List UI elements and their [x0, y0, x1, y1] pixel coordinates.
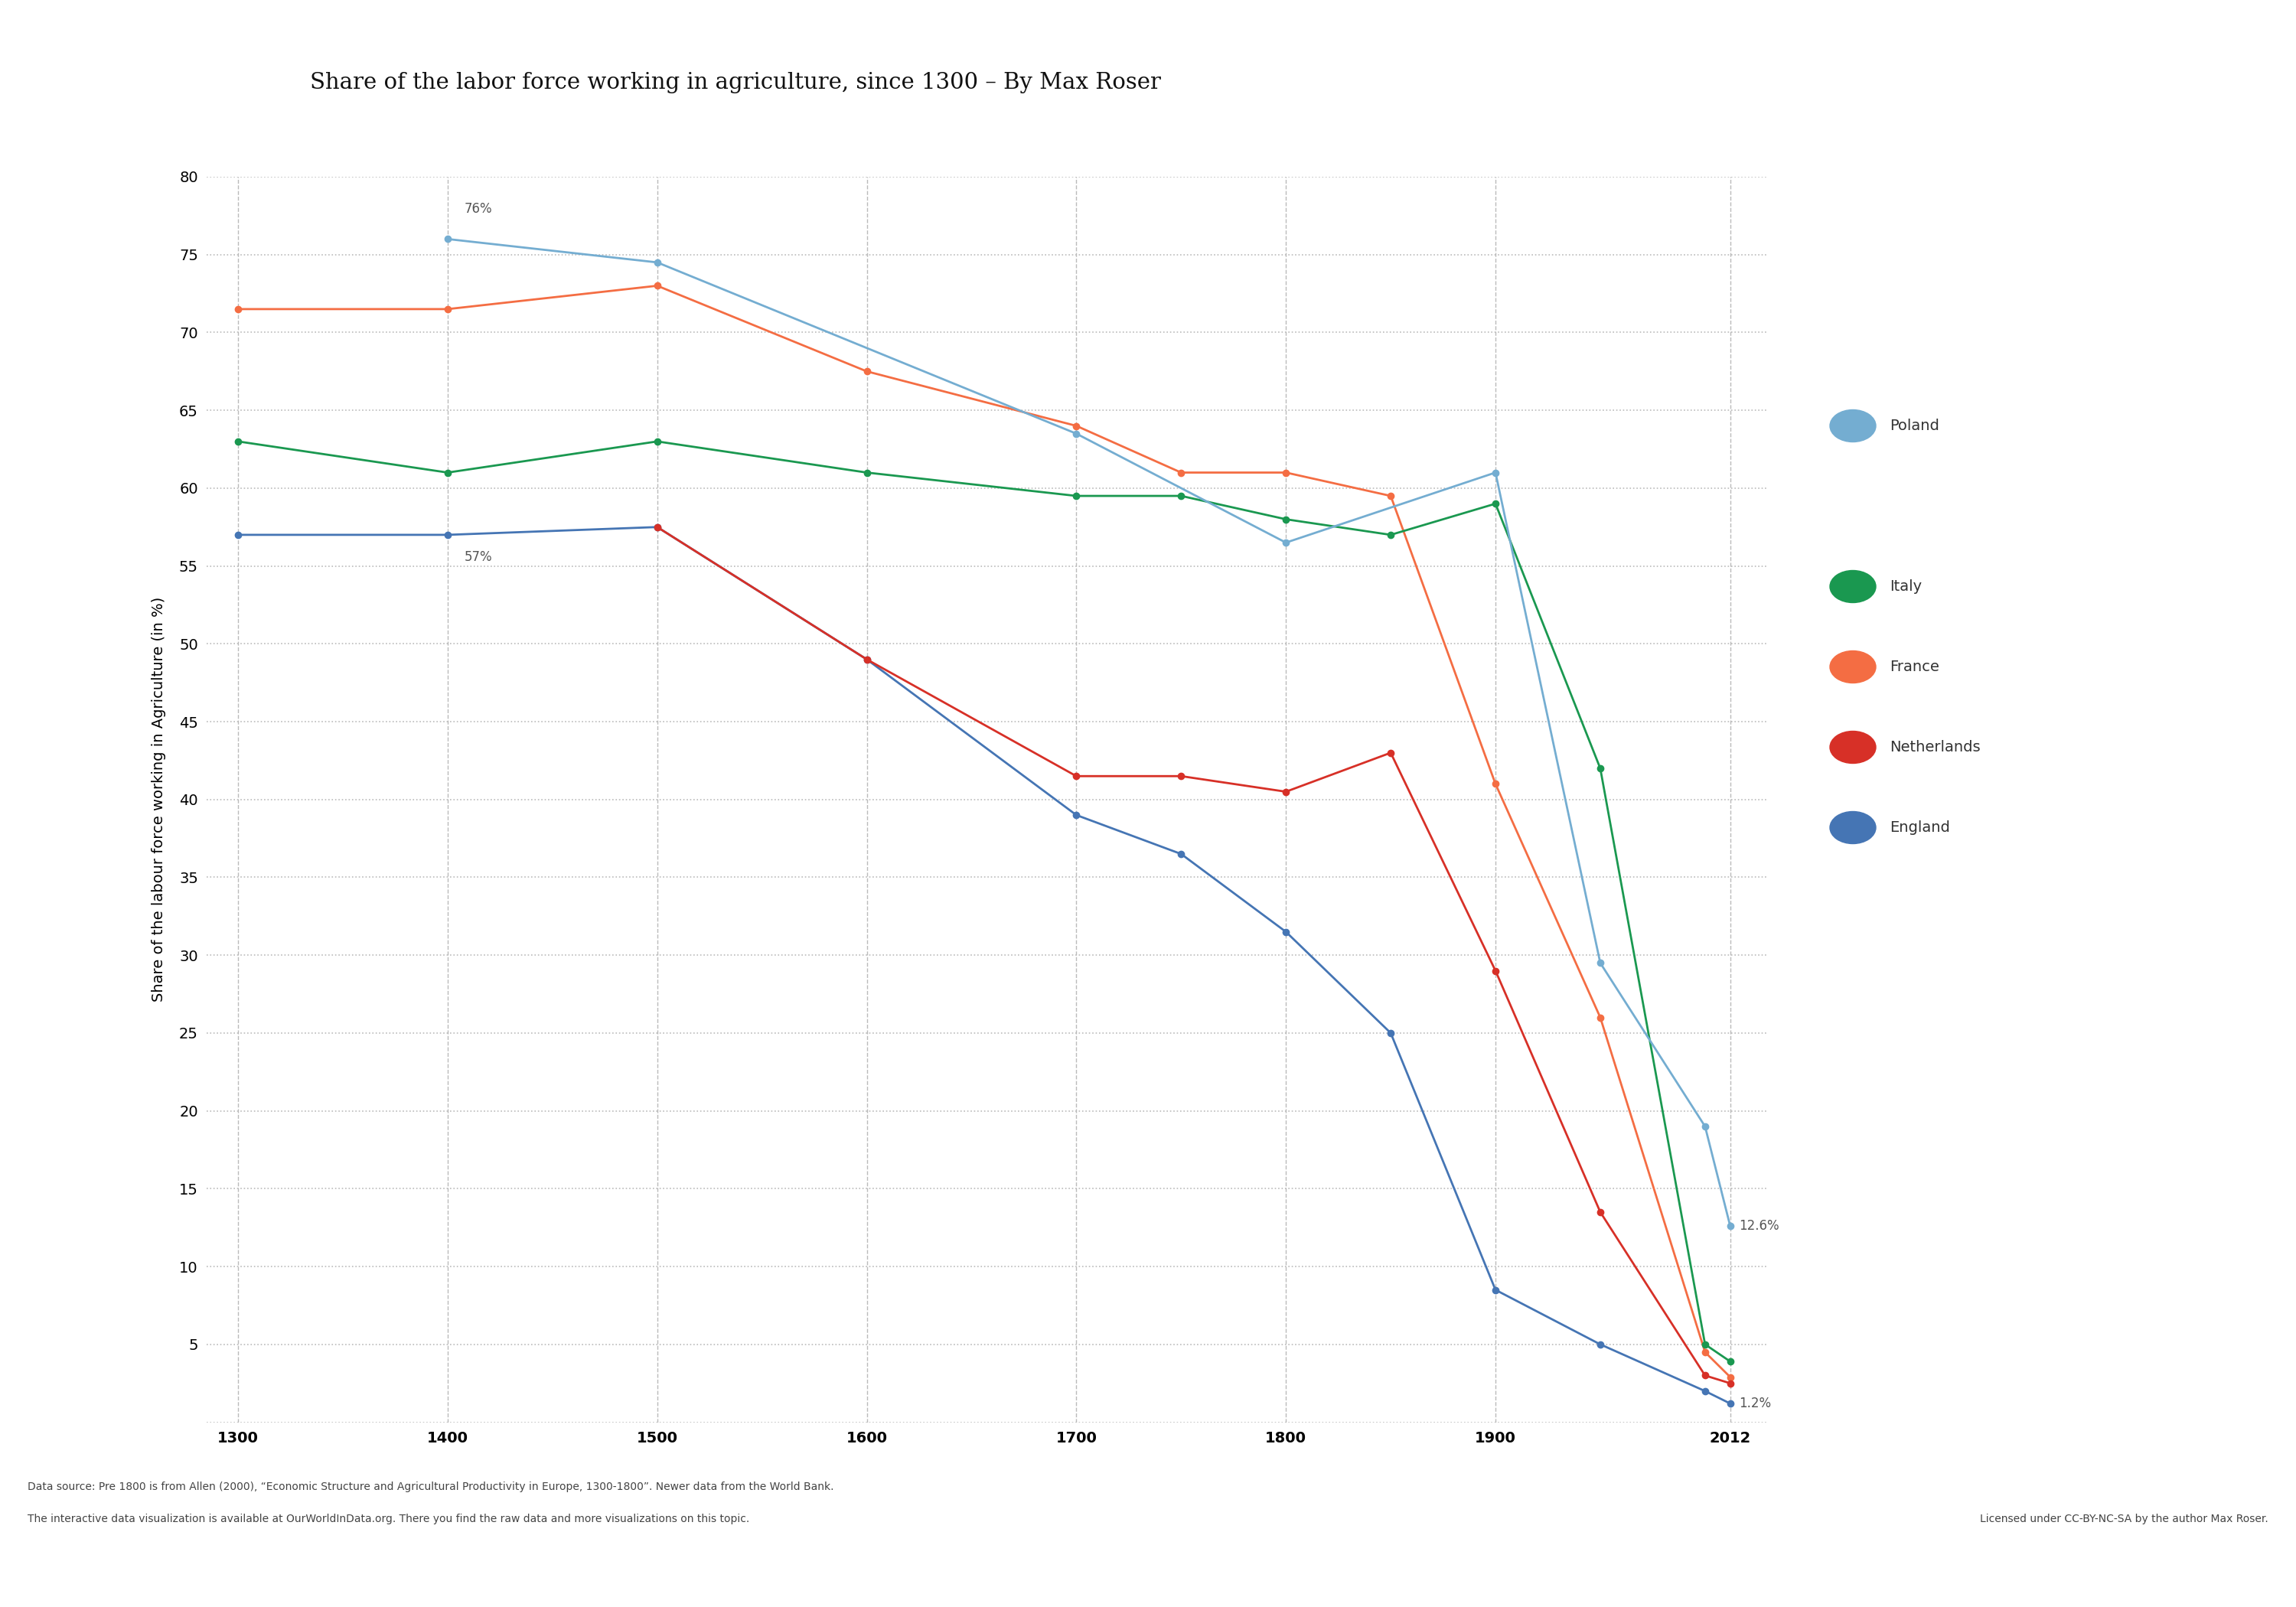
Text: Netherlands: Netherlands — [1890, 739, 1981, 755]
Text: France: France — [1890, 659, 1940, 675]
Text: 57%: 57% — [464, 550, 491, 564]
Text: Data source: Pre 1800 is from Allen (2000), “Economic Structure and Agricultural: Data source: Pre 1800 is from Allen (200… — [28, 1482, 833, 1493]
Text: Italy: Italy — [1890, 579, 1922, 595]
Text: Licensed under CC-BY-NC-SA by the author Max Roser.: Licensed under CC-BY-NC-SA by the author… — [1979, 1514, 2268, 1525]
Text: 76%: 76% — [464, 202, 491, 215]
Text: 12.6%: 12.6% — [1738, 1220, 1779, 1233]
Text: Poland: Poland — [1890, 418, 1940, 434]
Text: in Data: in Data — [90, 79, 138, 90]
Y-axis label: Share of the labour force working in Agriculture (in %): Share of the labour force working in Agr… — [152, 596, 165, 1003]
Text: Share of the labor force working in agriculture, since 1300 – By Max Roser: Share of the labor force working in agri… — [310, 72, 1162, 93]
Text: The interactive data visualization is available at OurWorldInData.org. There you: The interactive data visualization is av… — [28, 1514, 748, 1525]
Text: Our World: Our World — [80, 40, 147, 53]
Text: England: England — [1890, 820, 1949, 836]
Text: 1.2%: 1.2% — [1738, 1396, 1770, 1411]
